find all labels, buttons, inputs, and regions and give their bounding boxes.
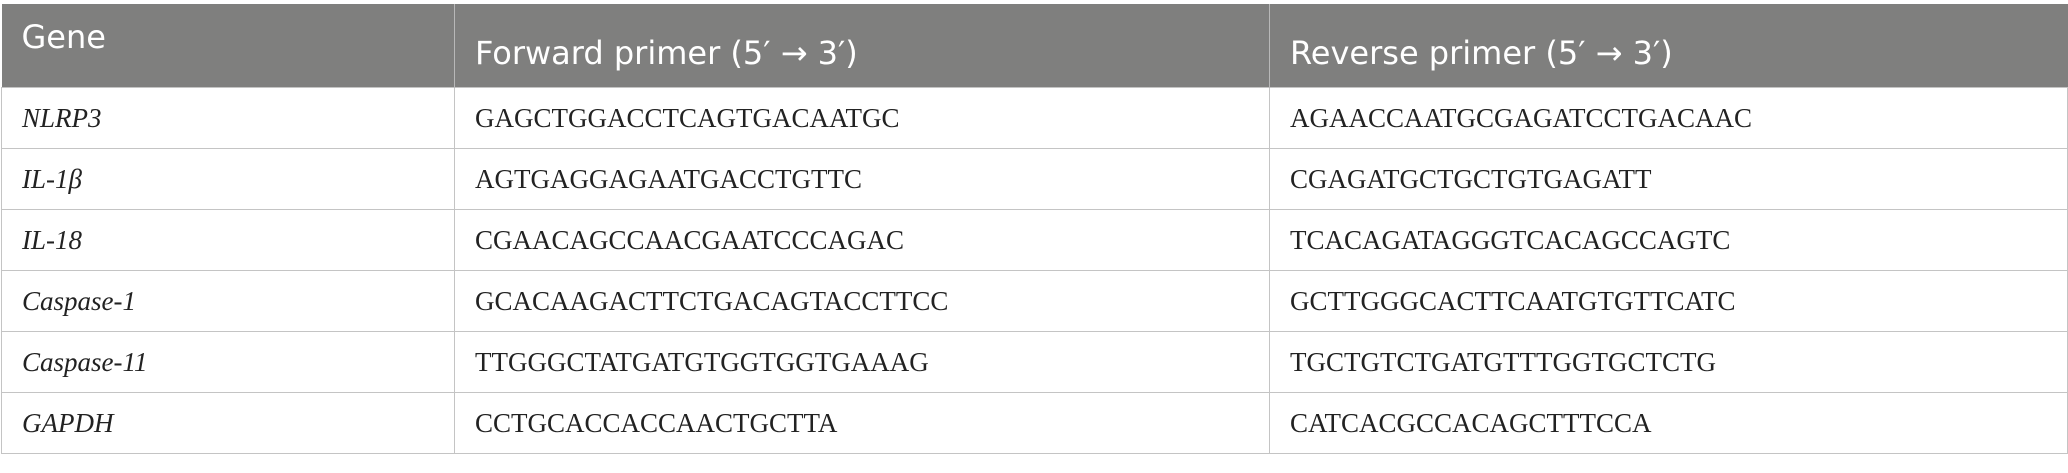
primer-cell: GAGCTGGACCTCAGTGACAATGC bbox=[454, 87, 1270, 149]
gene-cell: IL-18 bbox=[1, 209, 455, 271]
primer-cell: GCTTGGGCACTTCAATGTGTTCATC bbox=[1269, 270, 2068, 332]
gene-cell: IL-1β bbox=[1, 148, 455, 210]
gene-cell: NLRP3 bbox=[1, 87, 455, 149]
table-row: IL-1β AGTGAGGAGAATGACCTGTTC CGAGATGCTGCTGT… bbox=[1, 148, 2068, 210]
header-cell: Gene bbox=[1, 4, 455, 88]
table-row: NLRP3 GAGCTGGACCTCAGTGACAATGC AGAACCAATGCG… bbox=[1, 87, 2068, 149]
table-row: Caspase-1 GCACAAGACTTCTGACAGTACCTTCC GCTTG… bbox=[1, 270, 2068, 332]
gene-cell: Caspase-11 bbox=[1, 331, 455, 393]
primer-cell: AGAACCAATGCGAGATCCTGACAAC bbox=[1269, 87, 2068, 149]
header-cell: Forward primer (5′ → 3′) bbox=[454, 4, 1270, 88]
gene-cell: GAPDH bbox=[1, 392, 455, 454]
primer-cell: TCACAGATAGGGTCACAGCCAGTC bbox=[1269, 209, 2068, 271]
primer-cell: GCACAAGACTTCTGACAGTACCTTCC bbox=[454, 270, 1270, 332]
primer-table: Gene Forward primer (5′ → 3′) Reverse prim… bbox=[1, 4, 2068, 454]
primer-cell: CGAACAGCCAACGAATCCCAGAC bbox=[454, 209, 1270, 271]
primer-cell: CCTGCACCACCAACTGCTTA bbox=[454, 392, 1270, 454]
table-body: NLRP3 GAGCTGGACCTCAGTGACAATGC AGAACCAATGCG… bbox=[1, 87, 2068, 454]
primer-cell: CGAGATGCTGCTGTGAGATT bbox=[1269, 148, 2068, 210]
primer-cell: TTGGGCTATGATGTGGTGGTGAAAG bbox=[454, 331, 1270, 393]
table-row: IL-18 CGAACAGCCAACGAATCCCAGAC TCACAGATAGGG… bbox=[1, 209, 2068, 271]
gene-cell: Caspase-1 bbox=[1, 270, 455, 332]
primer-cell: TGCTGTCTGATGTTTGGTGCTCTG bbox=[1269, 331, 2068, 393]
table-row: GAPDH CCTGCACCACCAACTGCTTA CATCACGCCACAGCT… bbox=[1, 392, 2068, 454]
primer-cell: CATCACGCCACAGCTTTCCA bbox=[1269, 392, 2068, 454]
header-row: Gene Forward primer (5′ → 3′) Reverse prim… bbox=[1, 4, 2068, 88]
primer-cell: AGTGAGGAGAATGACCTGTTC bbox=[454, 148, 1270, 210]
header-cell: Reverse primer (5′ → 3′) bbox=[1269, 4, 2068, 88]
table-row: Caspase-11 TTGGGCTATGATGTGGTGGTGAAAG TGCTG… bbox=[1, 331, 2068, 393]
